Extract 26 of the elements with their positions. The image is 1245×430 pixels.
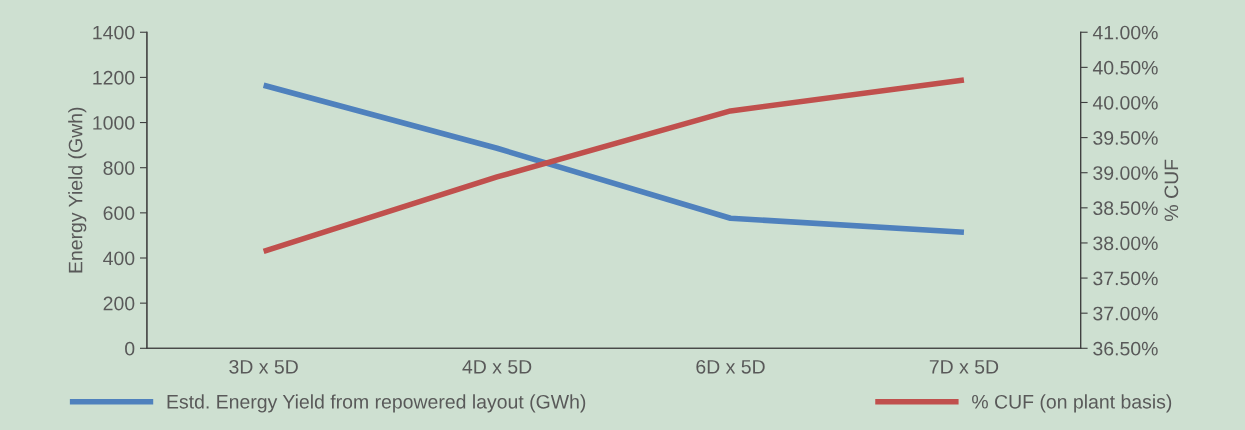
y-tick-label: 600 bbox=[103, 206, 135, 221]
y-tick-label: 200 bbox=[103, 296, 135, 311]
y-tick-label: 1400 bbox=[93, 25, 135, 40]
y2-tick-label: 41.00% bbox=[1092, 25, 1158, 40]
y2-tick-label: 37.50% bbox=[1093, 271, 1158, 286]
y2-tick-label: 36.50% bbox=[1093, 341, 1158, 356]
y2-tick-label: 38.00% bbox=[1093, 236, 1158, 251]
y-axis-title: Energy Yield (Gwh) bbox=[68, 107, 87, 273]
y-tick-label: 400 bbox=[103, 251, 135, 266]
x-tick-label: 6D x 5D bbox=[696, 359, 765, 374]
y-tick-label: 1000 bbox=[93, 116, 135, 130]
y2-tick-label: 38.50% bbox=[1093, 201, 1158, 216]
y-tick-label: 1200 bbox=[93, 70, 135, 85]
y2-tick-label: 39.50% bbox=[1093, 131, 1158, 145]
y-tick-label: 800 bbox=[103, 161, 135, 175]
y2-tick-label: 37.00% bbox=[1093, 306, 1158, 321]
y2-tick-label: 40.50% bbox=[1092, 60, 1158, 75]
x-tick-label: 7D x 5D bbox=[929, 360, 999, 374]
y2-axis-title: % CUF bbox=[1164, 159, 1179, 221]
x-tick-label: 4D x 5D bbox=[462, 360, 532, 374]
legend-label: Estd. Energy Yield from repowered layout (GWh) bbox=[167, 394, 586, 413]
legend-label: % CUF (on plant basis) bbox=[972, 394, 1172, 413]
y-tick-label: 0 bbox=[125, 341, 135, 356]
x-tick-label: 3D x 5D bbox=[229, 359, 298, 374]
y2-tick-label: 39.00% bbox=[1093, 166, 1158, 180]
y2-tick-label: 40.00% bbox=[1092, 95, 1158, 110]
